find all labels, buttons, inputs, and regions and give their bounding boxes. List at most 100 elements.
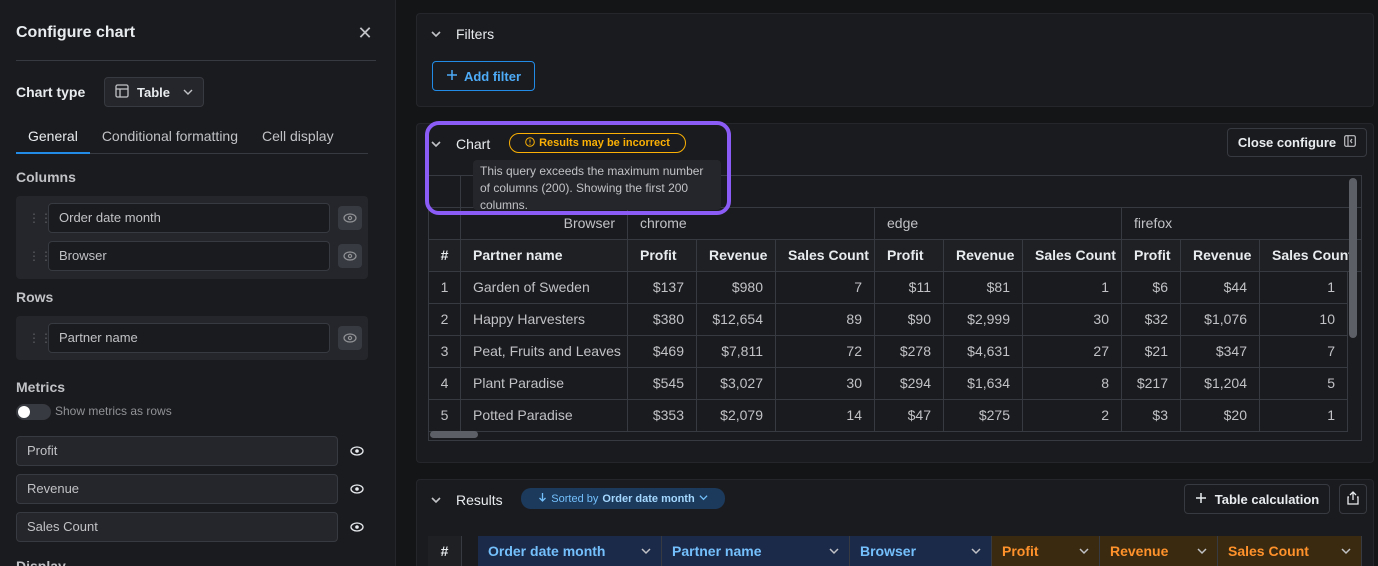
results-column-header[interactable]: Order date month [478, 536, 662, 566]
chart-type-label: Chart type [16, 84, 86, 100]
table-calc-label: Table calculation [1214, 491, 1320, 507]
horizontal-scrollbar[interactable] [430, 431, 478, 438]
tab-conditional-formatting[interactable]: Conditional formatting [101, 128, 238, 144]
drag-handle-icon[interactable]: ⋮⋮ [28, 211, 52, 225]
corner-cell [429, 176, 461, 208]
eye-icon[interactable] [346, 440, 368, 462]
tab-general[interactable]: General [16, 122, 90, 154]
warning-badge[interactable]: Results may be incorrect [509, 133, 686, 153]
close-configure-label: Close configure [1237, 135, 1337, 150]
share-button[interactable] [1339, 484, 1367, 514]
value-cell: $278 [875, 336, 944, 368]
chevron-down-icon [1079, 536, 1089, 566]
warning-text: Results may be incorrect [539, 137, 670, 149]
chevron-down-icon[interactable] [430, 28, 442, 40]
add-filter-label: Add filter [463, 68, 522, 84]
results-column-header[interactable]: Browser [850, 536, 992, 566]
value-cell: 7 [1260, 336, 1348, 368]
results-column-header[interactable]: Revenue [1100, 536, 1218, 566]
value-cell: $7,811 [697, 336, 776, 368]
value-cell: $469 [628, 336, 697, 368]
value-cell: $81 [944, 272, 1023, 304]
value-cell: $353 [628, 400, 697, 432]
results-index-header: # [428, 536, 462, 566]
column-label: Sales Count [1228, 543, 1309, 559]
row-index: 4 [429, 368, 461, 400]
close-icon[interactable]: ✕ [357, 23, 373, 43]
drag-handle-icon[interactable]: ⋮⋮ [28, 331, 52, 345]
value-cell: $380 [628, 304, 697, 336]
tab-cell-display[interactable]: Cell display [262, 128, 334, 144]
column-field[interactable]: Browser [48, 241, 330, 271]
value-cell: $44 [1181, 272, 1260, 304]
columns-group: ⋮⋮ Order date month ⋮⋮ Browser [16, 196, 368, 279]
divider [16, 60, 376, 61]
row-field-row: ⋮⋮ Partner name [16, 323, 368, 353]
row-index: 5 [429, 400, 461, 432]
filters-card [416, 13, 1374, 107]
value-cell: 1 [1260, 272, 1348, 304]
table-calculation-button[interactable]: Table calculation [1184, 484, 1330, 514]
chevron-down-icon [829, 536, 839, 566]
results-column-header[interactable]: Sales Count [1218, 536, 1362, 566]
drag-handle-icon[interactable]: ⋮⋮ [28, 249, 52, 263]
metric-header: Profit [628, 240, 697, 272]
results-column-header[interactable]: Profit [992, 536, 1100, 566]
filters-title: Filters [456, 26, 495, 42]
chart-type-select[interactable]: Table [104, 77, 204, 107]
eye-icon[interactable] [338, 326, 362, 350]
metric-field[interactable]: Sales Count [16, 512, 338, 542]
chevron-down-icon[interactable] [430, 494, 442, 506]
pivot-table: Browser chrome edge firefox # Partner na… [428, 175, 1362, 441]
value-cell: 30 [1023, 304, 1122, 336]
sorted-field: Order date month [602, 492, 695, 505]
value-cell: $2,079 [697, 400, 776, 432]
corner-cell [429, 208, 461, 240]
metric-field[interactable]: Revenue [16, 474, 338, 504]
row-index: 3 [429, 336, 461, 368]
vertical-scrollbar[interactable] [1349, 178, 1357, 338]
column-field[interactable]: Order date month [48, 203, 330, 233]
config-tabs: General Conditional formatting Cell disp… [16, 122, 368, 154]
chevron-down-icon [1341, 536, 1351, 566]
eye-icon[interactable] [338, 206, 362, 230]
value-cell: $137 [628, 272, 697, 304]
chevron-down-icon[interactable] [430, 138, 442, 150]
value-cell: 89 [776, 304, 875, 336]
share-icon [1347, 490, 1359, 508]
partner-cell: Potted Paradise [461, 400, 628, 432]
value-cell: 14 [776, 400, 875, 432]
rows-group: ⋮⋮ Partner name [16, 316, 368, 360]
value-cell: $347 [1181, 336, 1260, 368]
eye-icon[interactable] [346, 478, 368, 500]
column-label: Browser [860, 543, 917, 559]
metric-header: Profit [875, 240, 944, 272]
value-cell: $32 [1122, 304, 1181, 336]
results-title: Results [456, 492, 503, 508]
metric-header: Revenue [944, 240, 1023, 272]
eye-icon[interactable] [338, 244, 362, 268]
row-index: 1 [429, 272, 461, 304]
chevron-down-icon [1197, 536, 1207, 566]
results-column-header[interactable]: Partner name [662, 536, 850, 566]
chart-type-value: Table [137, 84, 170, 100]
close-configure-button[interactable]: Close configure [1227, 128, 1367, 157]
value-cell: 2 [1023, 400, 1122, 432]
browser-group-header: chrome [628, 208, 875, 240]
metric-header: Sales Count [776, 240, 875, 272]
metric-field[interactable]: Profit [16, 436, 338, 466]
eye-icon[interactable] [346, 516, 368, 538]
sorted-by-pill[interactable]: Sorted by Order date month [521, 488, 725, 509]
add-filter-button[interactable]: Add filter [432, 61, 535, 91]
value-cell: $217 [1122, 368, 1181, 400]
column-label: Order date month [488, 543, 606, 559]
metrics-as-rows-toggle[interactable] [16, 404, 51, 420]
info-icon [525, 136, 535, 150]
value-cell: $3,027 [697, 368, 776, 400]
toggle-label: Show metrics as rows [55, 404, 172, 418]
value-cell: $47 [875, 400, 944, 432]
value-cell: $90 [875, 304, 944, 336]
chevron-down-icon [183, 85, 193, 100]
value-cell: $3 [1122, 400, 1181, 432]
row-field[interactable]: Partner name [48, 323, 330, 353]
